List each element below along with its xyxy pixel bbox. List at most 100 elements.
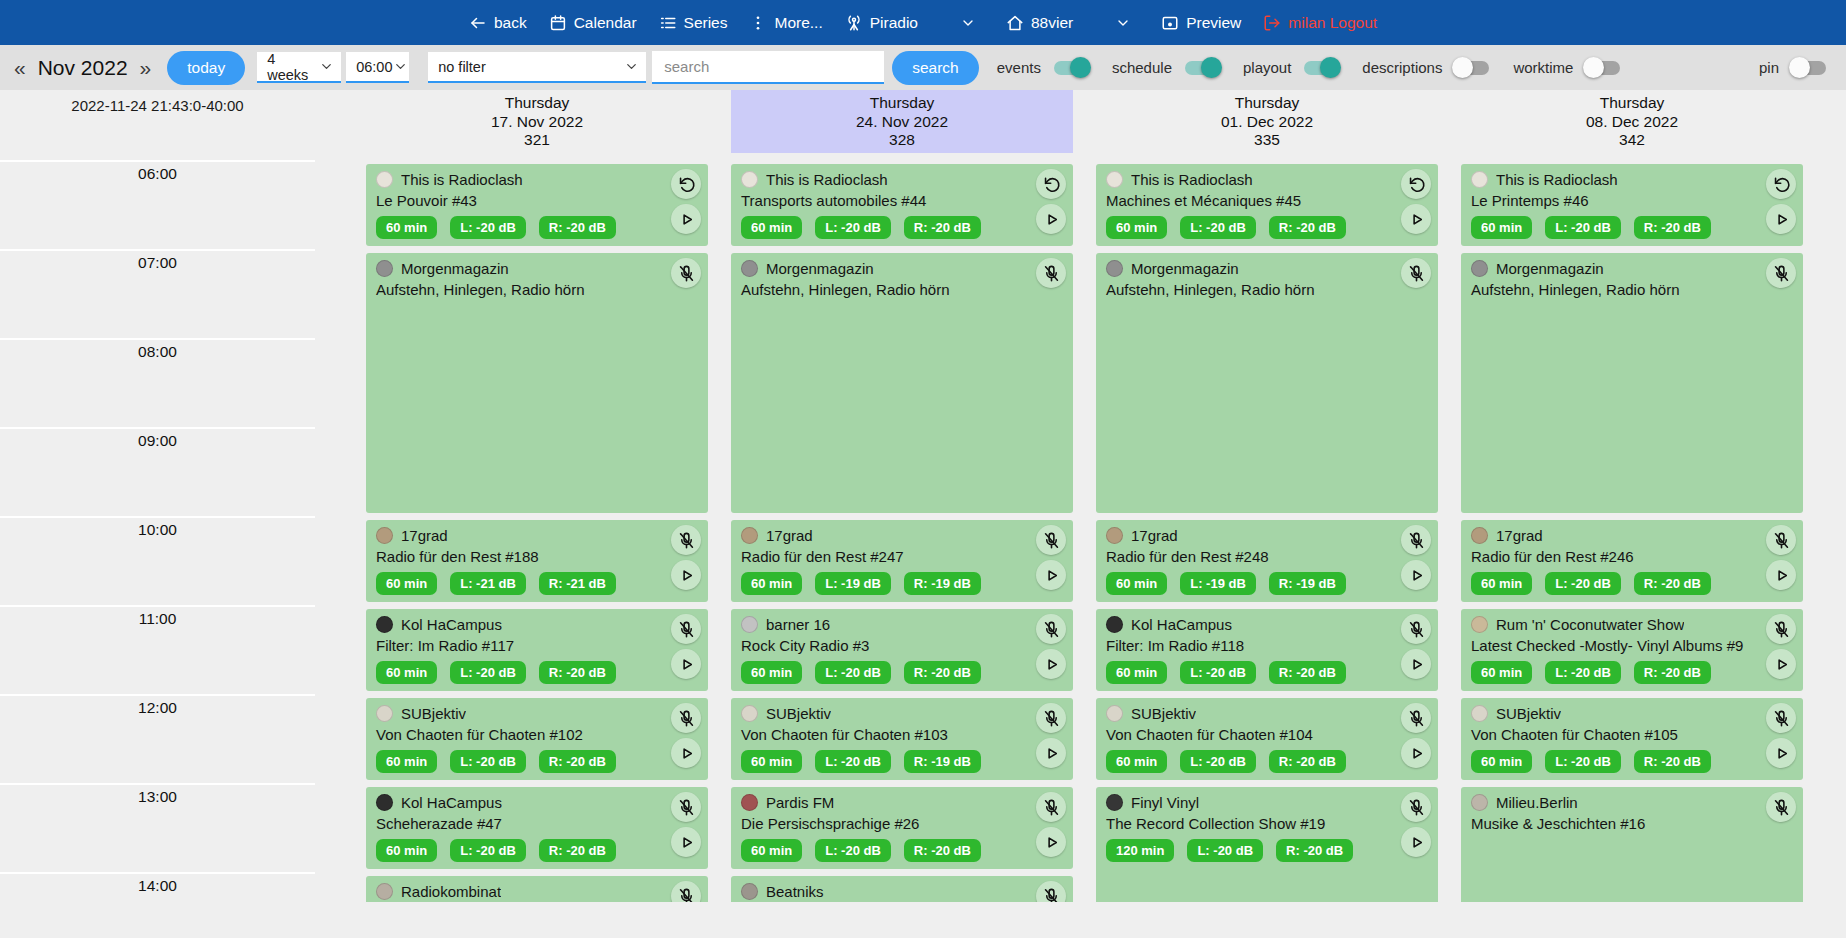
reload-icon[interactable] <box>1401 169 1431 199</box>
mic-off-icon[interactable] <box>1401 792 1431 822</box>
event-card[interactable]: SUBjektivVon Chaoten für Chaoten #10260 … <box>366 698 708 780</box>
event-card[interactable]: Kol HaCampusFilter: Im Radio #11760 minL… <box>366 609 708 691</box>
event-card[interactable]: Kol HaCampusScheherazade #4760 minL: -20… <box>366 787 708 869</box>
event-card[interactable]: SUBjektivVon Chaoten für Chaoten #10560 … <box>1461 698 1803 780</box>
search-button[interactable]: search <box>892 51 979 85</box>
events-toggle[interactable] <box>1054 61 1088 75</box>
descriptions-toggle[interactable] <box>1455 61 1489 75</box>
event-card[interactable]: Beatniks <box>731 876 1073 902</box>
nav-item-calendar[interactable]: Calendar <box>549 14 637 32</box>
event-card[interactable]: 17gradRadio für den Rest #18860 minL: -2… <box>366 520 708 602</box>
event-card[interactable]: 17gradRadio für den Rest #24760 minL: -1… <box>731 520 1073 602</box>
range-select[interactable]: 4 weeks <box>257 52 341 83</box>
play-button[interactable] <box>1036 827 1066 857</box>
event-card[interactable]: Kol HaCampusFilter: Im Radio #11860 minL… <box>1096 609 1438 691</box>
day-column-header[interactable]: Thursday08. Dec 2022342 <box>1461 90 1803 153</box>
start-time-select[interactable]: 06:00 <box>346 52 409 83</box>
event-card[interactable]: SUBjektivVon Chaoten für Chaoten #10460 … <box>1096 698 1438 780</box>
reload-icon[interactable] <box>1036 169 1066 199</box>
reload-icon[interactable] <box>1766 169 1796 199</box>
event-card[interactable]: MorgenmagazinAufstehn, Hinlegen, Radio h… <box>1461 253 1803 513</box>
play-button[interactable] <box>671 827 701 857</box>
play-button[interactable] <box>1036 649 1066 679</box>
day-column-header[interactable]: Thursday17. Nov 2022321 <box>366 90 708 153</box>
event-card[interactable]: 17gradRadio für den Rest #24660 minL: -2… <box>1461 520 1803 602</box>
mic-off-icon[interactable] <box>1401 614 1431 644</box>
play-button[interactable] <box>1766 204 1796 234</box>
mic-off-icon[interactable] <box>1401 258 1431 288</box>
prev-period-button[interactable]: « <box>8 56 32 80</box>
chevron-down-icon[interactable] <box>960 15 976 31</box>
mic-off-icon[interactable] <box>671 258 701 288</box>
play-button[interactable] <box>1401 649 1431 679</box>
nav-item-back[interactable]: back <box>469 14 527 32</box>
play-button[interactable] <box>671 738 701 768</box>
event-card[interactable]: Radiokombinat <box>366 876 708 902</box>
nav-item-preview[interactable]: Preview <box>1161 14 1241 32</box>
event-card[interactable]: This is RadioclashTransports automobiles… <box>731 164 1073 246</box>
play-button[interactable] <box>1401 204 1431 234</box>
event-card[interactable]: SUBjektivVon Chaoten für Chaoten #10360 … <box>731 698 1073 780</box>
event-card[interactable]: Milieu.BerlinMusike & Jeschichten #16 <box>1461 787 1803 902</box>
mic-off-icon[interactable] <box>1401 525 1431 555</box>
nav-item-88vier[interactable]: 88vier <box>1006 14 1073 32</box>
logout-button[interactable]: milan Logout <box>1263 14 1377 32</box>
filter-select[interactable]: no filter <box>428 52 646 83</box>
play-button[interactable] <box>1401 827 1431 857</box>
mic-off-icon[interactable] <box>671 792 701 822</box>
schedule-toggle[interactable] <box>1185 61 1219 75</box>
play-button[interactable] <box>1036 204 1066 234</box>
mic-off-icon[interactable] <box>1036 703 1066 733</box>
play-button[interactable] <box>671 649 701 679</box>
play-button[interactable] <box>1401 560 1431 590</box>
mic-off-icon[interactable] <box>1401 703 1431 733</box>
event-card[interactable]: MorgenmagazinAufstehn, Hinlegen, Radio h… <box>731 253 1073 513</box>
mic-off-icon[interactable] <box>671 614 701 644</box>
play-button[interactable] <box>1766 649 1796 679</box>
play-button[interactable] <box>1766 560 1796 590</box>
nav-item-series[interactable]: Series <box>659 14 728 32</box>
mic-off-icon[interactable] <box>671 703 701 733</box>
mic-off-icon[interactable] <box>1036 258 1066 288</box>
mic-off-icon[interactable] <box>671 525 701 555</box>
pin-toggle[interactable] <box>1792 61 1826 75</box>
event-card[interactable]: MorgenmagazinAufstehn, Hinlegen, Radio h… <box>1096 253 1438 513</box>
play-button[interactable] <box>671 204 701 234</box>
series-avatar <box>376 527 393 544</box>
play-button[interactable] <box>1766 738 1796 768</box>
event-card[interactable]: barner 16Rock City Radio #360 minL: -20 … <box>731 609 1073 691</box>
play-button[interactable] <box>1401 738 1431 768</box>
event-card[interactable]: Finyl VinylThe Record Collection Show #1… <box>1096 787 1438 902</box>
playout-toggle[interactable] <box>1304 61 1338 75</box>
mic-off-icon[interactable] <box>1766 792 1796 822</box>
event-card[interactable]: MorgenmagazinAufstehn, Hinlegen, Radio h… <box>366 253 708 513</box>
day-column-header[interactable]: Thursday24. Nov 2022328 <box>731 90 1073 153</box>
series-name: Beatniks <box>766 883 824 900</box>
search-input[interactable] <box>652 51 884 84</box>
next-period-button[interactable]: » <box>134 56 158 80</box>
event-card[interactable]: 17gradRadio für den Rest #24860 minL: -1… <box>1096 520 1438 602</box>
mic-off-icon[interactable] <box>1766 614 1796 644</box>
event-card[interactable]: This is RadioclashLe Pouvoir #4360 minL:… <box>366 164 708 246</box>
event-card[interactable]: This is RadioclashLe Printemps #4660 min… <box>1461 164 1803 246</box>
mic-off-icon[interactable] <box>1036 614 1066 644</box>
nav-item-piradio[interactable]: Piradio <box>845 14 918 32</box>
mic-off-icon[interactable] <box>1036 792 1066 822</box>
mic-off-icon[interactable] <box>1766 258 1796 288</box>
mic-off-icon[interactable] <box>1766 703 1796 733</box>
series-avatar <box>1471 260 1488 277</box>
mic-off-icon[interactable] <box>1036 525 1066 555</box>
mic-off-icon[interactable] <box>1766 525 1796 555</box>
today-button[interactable]: today <box>167 51 245 85</box>
event-card[interactable]: Rum 'n' Coconutwater ShowLatest Checked … <box>1461 609 1803 691</box>
play-button[interactable] <box>671 560 701 590</box>
reload-icon[interactable] <box>671 169 701 199</box>
nav-item-more[interactable]: More... <box>749 14 822 32</box>
chevron-down-icon[interactable] <box>1115 15 1131 31</box>
play-button[interactable] <box>1036 738 1066 768</box>
worktime-toggle[interactable] <box>1586 61 1620 75</box>
event-card[interactable]: Pardis FMDie Persischsprachige #2660 min… <box>731 787 1073 869</box>
event-card[interactable]: This is RadioclashMachines et Mécaniques… <box>1096 164 1438 246</box>
play-button[interactable] <box>1036 560 1066 590</box>
day-column-header[interactable]: Thursday01. Dec 2022335 <box>1096 90 1438 153</box>
